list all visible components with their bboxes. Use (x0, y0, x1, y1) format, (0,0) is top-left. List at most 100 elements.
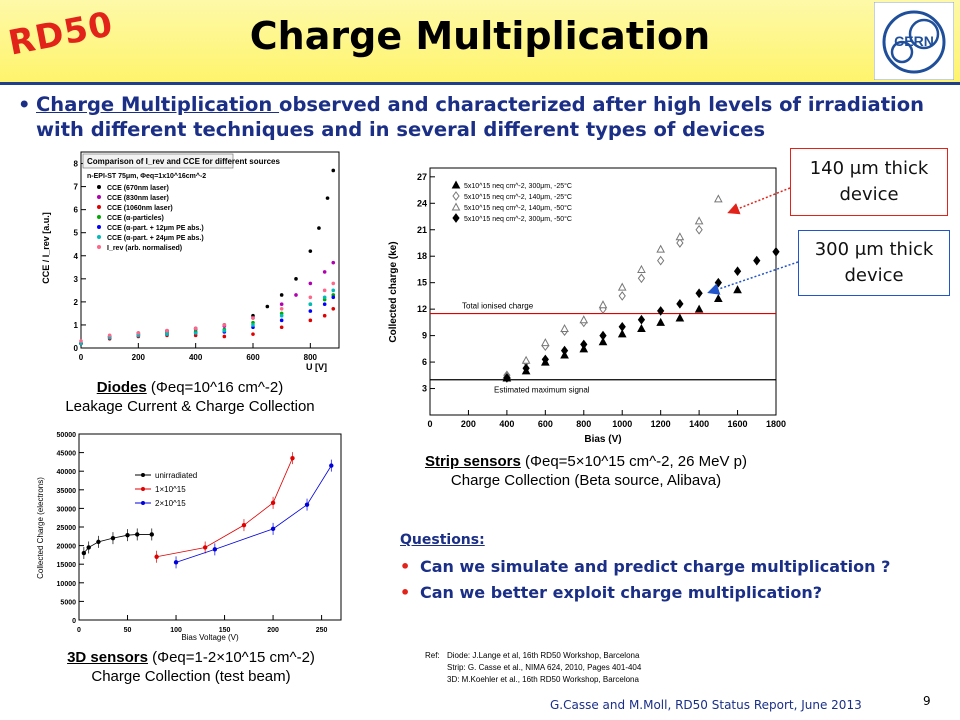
footer-text: G.Casse and M.Moll, RD50 Status Report, … (550, 698, 862, 712)
question-text: Can we better exploit charge multiplicat… (420, 583, 823, 602)
strip-data-point (560, 323, 569, 333)
strip-data-point (713, 294, 723, 303)
strip-xlabel: Bias (V) (584, 434, 621, 445)
diodes-data-point (325, 196, 330, 200)
y-tick-label: 21 (417, 225, 427, 235)
diodes-data-point (308, 309, 313, 313)
sensor3d-data-point (96, 539, 101, 545)
sensor3d-data-point (290, 455, 295, 461)
sensor3d-chart: 0 5000 10000 15000 20000 25000 30000 35000 40000… (36, 432, 342, 642)
strip-reference-label: Estimated maximum signal (494, 386, 590, 395)
diodes-caption-fluence: (Φeq=10^16 cm^-2) (150, 379, 284, 396)
sensor3d-data-point (125, 532, 130, 538)
strip-ylabel: Collected charge (ke) (388, 241, 399, 342)
bullet-dot-icon: • (400, 557, 411, 576)
sensor3d-legend-entry: 2×10^15 (155, 499, 186, 508)
diodes-legend-marker (97, 245, 101, 249)
slide-title: Charge Multiplication (249, 14, 711, 58)
x-tick-label: 1600 (728, 419, 748, 429)
diodes-data-point (331, 288, 336, 293)
x-tick-label: 1200 (651, 419, 671, 429)
strip-data-point (713, 194, 723, 203)
diodes-data-point (308, 281, 313, 286)
y-tick-label: 6 (74, 206, 79, 215)
diodes-data-point (107, 333, 112, 338)
y-tick-label: 20000 (57, 544, 77, 551)
diodes-data-point (317, 226, 321, 230)
diodes-data-point (222, 334, 227, 339)
diodes-data-point (136, 331, 141, 335)
arrow-140um-icon (727, 187, 791, 215)
strip-data-point (599, 330, 607, 341)
strip-data-point (598, 300, 608, 309)
strip-data-point (637, 264, 646, 273)
sensor3d-legend-marker (141, 501, 145, 505)
y-tick-label: 12 (417, 304, 427, 314)
diodes-data-point (294, 293, 298, 297)
strip-data-point (676, 299, 684, 309)
cern-logo-text: CERN (894, 33, 934, 49)
diodes-legend-marker (97, 225, 101, 229)
diodes-data-point (308, 249, 313, 253)
strip-data-point (452, 191, 460, 201)
x-tick-label: 1000 (612, 419, 632, 429)
strip-data-point (579, 315, 589, 324)
strip-data-point (675, 313, 685, 322)
x-tick-label: 1800 (766, 419, 786, 429)
bullet-dot-icon: • (400, 583, 411, 602)
sensor3d-legend-entry: 1×10^15 (155, 485, 186, 494)
y-tick-label: 45000 (57, 451, 77, 458)
strip-data-point (618, 291, 626, 301)
diodes-legend-title: Comparison of I_rev and CCE for differen… (87, 157, 280, 166)
diodes-legend-entry: CCE (830nm laser) (107, 195, 169, 202)
x-tick-label: 600 (538, 419, 553, 429)
sensor3d-caption-label: 3D sensors (67, 649, 148, 666)
diodes-legend-entry: I_rev (arb. normalised) (107, 245, 182, 252)
diodes-legend-entry: CCE (α-part. + 12μm PE abs.) (107, 225, 204, 232)
strip-data-point (733, 266, 742, 277)
strip-data-point (676, 238, 684, 248)
x-tick-label: 1400 (689, 419, 709, 429)
references-label: Ref: (425, 651, 440, 660)
callout-300um: 300 μm thick device (798, 230, 950, 296)
strip-legend-entry: 5x10^15 neq cm^-2, 140μm, -25°C (464, 193, 572, 201)
strip-legend-entry: 5x10^15 neq cm^-2, 300μm, -25°C (464, 182, 572, 190)
strip-legend-entry: 5x10^15 neq cm^-2, 300μm, -50°C (464, 215, 572, 223)
y-tick-label: 10000 (57, 581, 77, 588)
strip-data-point (675, 232, 685, 241)
sensor3d-data-point (173, 560, 179, 565)
strip-legend-entry: 5x10^15 neq cm^-2, 140μm, -50°C (464, 204, 572, 212)
sensor3d-data-point (241, 522, 247, 528)
y-tick-label: 3 (74, 275, 79, 284)
strip-data-point (657, 255, 665, 266)
diodes-data-point (79, 339, 83, 343)
diodes-caption: Diodes (Φeq=10^16 cm^-2) Leakage Current… (37, 378, 343, 416)
sensor3d-data-point (329, 463, 334, 468)
x-tick-label: 200 (132, 353, 146, 362)
y-tick-label: 9 (422, 331, 427, 341)
x-tick-label: 50 (124, 627, 132, 634)
sensor3d-legend-entry: unirradiated (155, 471, 197, 480)
diodes-data-point (308, 318, 313, 323)
x-tick-label: 800 (304, 353, 318, 362)
diodes-data-point (165, 328, 169, 333)
diodes-data-point (279, 313, 284, 318)
sensor3d-data-point (270, 526, 276, 532)
strip-caption: Strip sensors (Φeq=5×10^15 cm^-2, 26 MeV… (382, 452, 790, 490)
diodes-data-point (279, 325, 284, 330)
diodes-chart-panel: 0 1 2 3 4 5 6 7 8 0 200 400 600 800 CCE / I_rev [a.u… (37, 148, 343, 376)
diodes-data-point (322, 302, 327, 306)
diodes-data-point (331, 260, 336, 265)
x-tick-label: 0 (427, 419, 432, 429)
diodes-xlabel: U [V] (306, 362, 327, 372)
strip-data-point (598, 337, 608, 346)
x-tick-label: 200 (461, 419, 476, 429)
y-tick-label: 25000 (57, 525, 77, 532)
strip-data-point (733, 285, 742, 294)
header-band (0, 0, 960, 85)
sensor3d-plot-frame (78, 433, 342, 621)
sensor3d-data-point (304, 502, 310, 507)
y-tick-label: 24 (417, 198, 427, 208)
strip-data-point (617, 282, 627, 291)
callout-arrows (707, 187, 799, 295)
